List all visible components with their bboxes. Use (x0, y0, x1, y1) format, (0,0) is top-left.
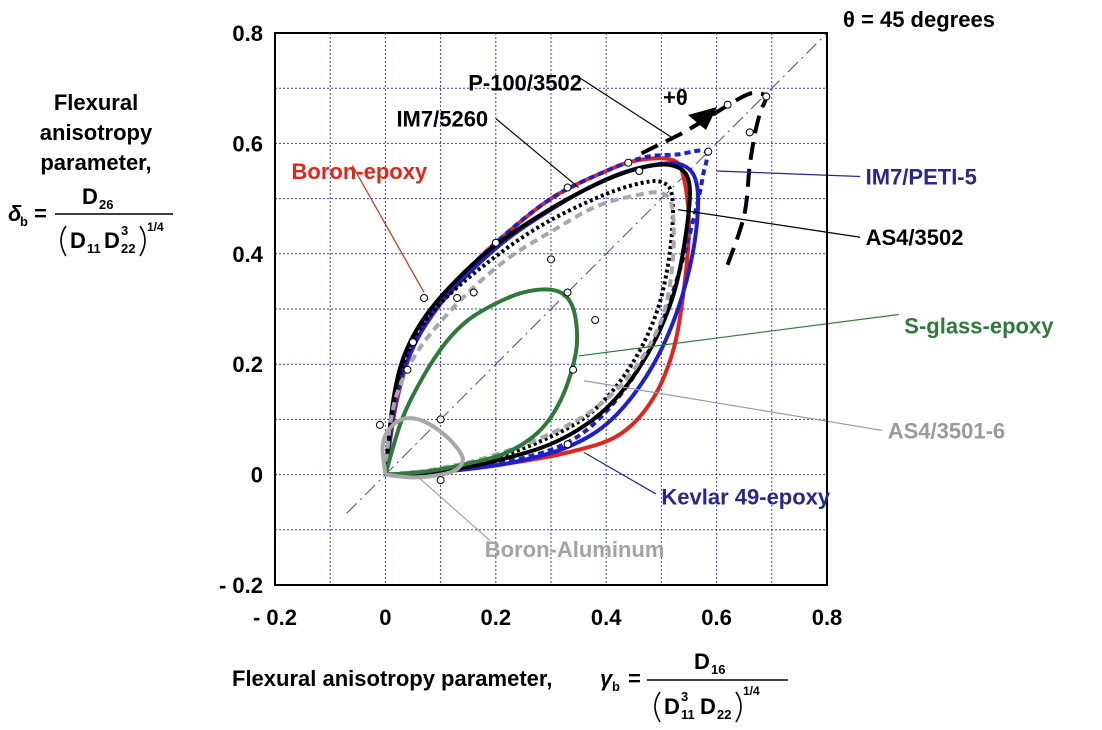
y-den-b-sub: 22 (121, 241, 135, 256)
axis-ticks: - 0.2 0 0.2 0.4 0.6 0.8 0.8 0.6 0.4 0.2 0 - 0.2 (219, 21, 842, 630)
x-axis-formula: γ b = D 16 D 3 11 D 22 1/4 (600, 649, 788, 723)
series-marker-as4-3502 (635, 167, 644, 175)
y-den-b: D (104, 228, 120, 253)
y-den-a: D (70, 228, 86, 253)
x-den-b-sub: 22 (717, 707, 731, 722)
leader-line-as4-3501-6 (584, 380, 883, 432)
x-tick-label: 0.6 (701, 605, 732, 630)
y-equals: = (34, 201, 47, 226)
series-marker-as4-3501-6 (453, 293, 462, 302)
x-tick-label: - 0.2 (253, 605, 297, 630)
series-marker-im7-peti-5 (624, 158, 633, 167)
y-den-b-sup: 3 (121, 223, 128, 238)
leader-line-im7-peti-5 (716, 170, 861, 178)
x-axis-label: Flexural anisotropy parameter, (232, 666, 552, 691)
x-num-d: D (694, 649, 710, 674)
x-tick-label: 0 (379, 605, 391, 630)
series-marker-boron-epoxy (420, 293, 429, 302)
series-curve-im7-5260 (383, 179, 675, 477)
y-tick-label: 0.4 (232, 242, 263, 267)
series-label-im7-peti-5: IM7/PETI-5 (866, 165, 977, 190)
y-den-a-sub: 11 (87, 241, 101, 256)
y-num-sub: 26 (99, 197, 113, 212)
series-label-s-glass-epoxy: S-glass-epoxy (904, 314, 1054, 339)
series-curve-boron-aluminum (380, 416, 465, 480)
leader-line-as4-3502 (677, 209, 861, 238)
y-symbol: δ (8, 201, 22, 226)
x-tick-label: 0.8 (812, 605, 843, 630)
series-marker-s-glass-epoxy (563, 288, 572, 297)
series-curve-kevlar-49-epoxy (383, 161, 701, 477)
leader-line-boron-epoxy (351, 165, 425, 293)
leader-line-im7-5260 (495, 118, 579, 189)
leader-line-kevlar-49-epoxy (583, 452, 657, 495)
x-den-exp: 1/4 (743, 684, 760, 698)
series-label-as4-3502: AS4/3502 (866, 225, 964, 250)
series-label-im7-5260: IM7/5260 (396, 107, 488, 132)
label-leader-lines (351, 76, 899, 542)
plot-frame (274, 32, 828, 586)
theta-label: +θ (663, 85, 688, 110)
series-marker-im7-peti-5 (704, 147, 713, 156)
y-axis-label-line3: parameter, (40, 150, 151, 175)
y-tick-label: - 0.2 (219, 573, 263, 598)
series-markers (375, 92, 771, 485)
leader-line-p-100-3502 (578, 76, 673, 139)
leader-line-s-glass-epoxy (578, 313, 899, 357)
series-marker-boron-aluminum (436, 476, 445, 485)
series-marker-boron-aluminum (375, 420, 384, 429)
series-marker-boron-epoxy (563, 440, 572, 449)
y-den-exp: 1/4 (147, 220, 164, 234)
x-den-b: D (700, 694, 716, 719)
series-curve-s-glass-epoxy (383, 287, 580, 477)
series-marker-im7-5260 (547, 255, 555, 264)
x-den-a: D (664, 694, 680, 719)
y-axis-label-line1: Flexural (54, 90, 138, 115)
y-tick-label: 0.6 (232, 131, 263, 156)
series-label-boron-aluminum: Boron-Aluminum (485, 537, 665, 562)
y-tick-label: 0.2 (232, 352, 263, 377)
series-curve-as4-3502 (383, 162, 692, 477)
x-symbol-sub: b (612, 679, 620, 694)
series-labels: Boron-epoxy IM7/PETI-5 Kevlar 49-epoxy AS4/… (292, 71, 1055, 562)
y-axis-formula: δ b = D 26 D 11 D 3 22 1/4 (8, 184, 173, 257)
reference-45-degree-line (346, 32, 828, 514)
series-marker-p-100-3502 (745, 128, 754, 137)
series-marker-s-glass-epoxy (469, 288, 478, 297)
y-tick-label: 0.8 (232, 21, 263, 46)
reference-line-label: θ = 45 degrees (843, 7, 995, 32)
y-num-d: D (82, 184, 98, 209)
series-marker-as4-3501-6 (403, 365, 412, 374)
series-label-p-100-3502: P-100/3502 (468, 71, 582, 96)
x-symbol: γ (600, 666, 614, 691)
x-tick-label: 0.4 (591, 605, 622, 630)
series-marker-p-100-3502 (762, 92, 771, 101)
series-label-as4-3501-6: AS4/3501-6 (888, 418, 1005, 443)
theta-arrowhead (688, 107, 717, 130)
series-marker-boron-aluminum (436, 415, 445, 424)
x-tick-label: 0.2 (481, 605, 512, 630)
series-marker-p-100-3502 (723, 100, 732, 109)
series-marker-im7-5260 (591, 316, 600, 325)
series-marker-as4-3502 (563, 183, 572, 192)
series-label-kevlar-49-epoxy: Kevlar 49-epoxy (661, 485, 831, 510)
series-marker-s-glass-epoxy (569, 365, 578, 374)
leader-line-boron-aluminum (418, 476, 491, 542)
x-num-sub: 16 (711, 662, 725, 677)
x-den-a-sup: 3 (681, 689, 688, 704)
y-axis-label-line2: anisotropy (40, 120, 153, 145)
series-marker-kevlar-49-epoxy (491, 238, 500, 247)
x-equals: = (628, 666, 641, 691)
y-tick-label: 0 (251, 463, 263, 488)
series-curve-as4-3501-6 (383, 190, 676, 477)
y-symbol-sub: b (20, 214, 28, 229)
x-den-a-sub: 11 (681, 707, 695, 722)
series-label-boron-epoxy: Boron-epoxy (292, 159, 428, 184)
series-marker-kevlar-49-epoxy (409, 338, 417, 347)
